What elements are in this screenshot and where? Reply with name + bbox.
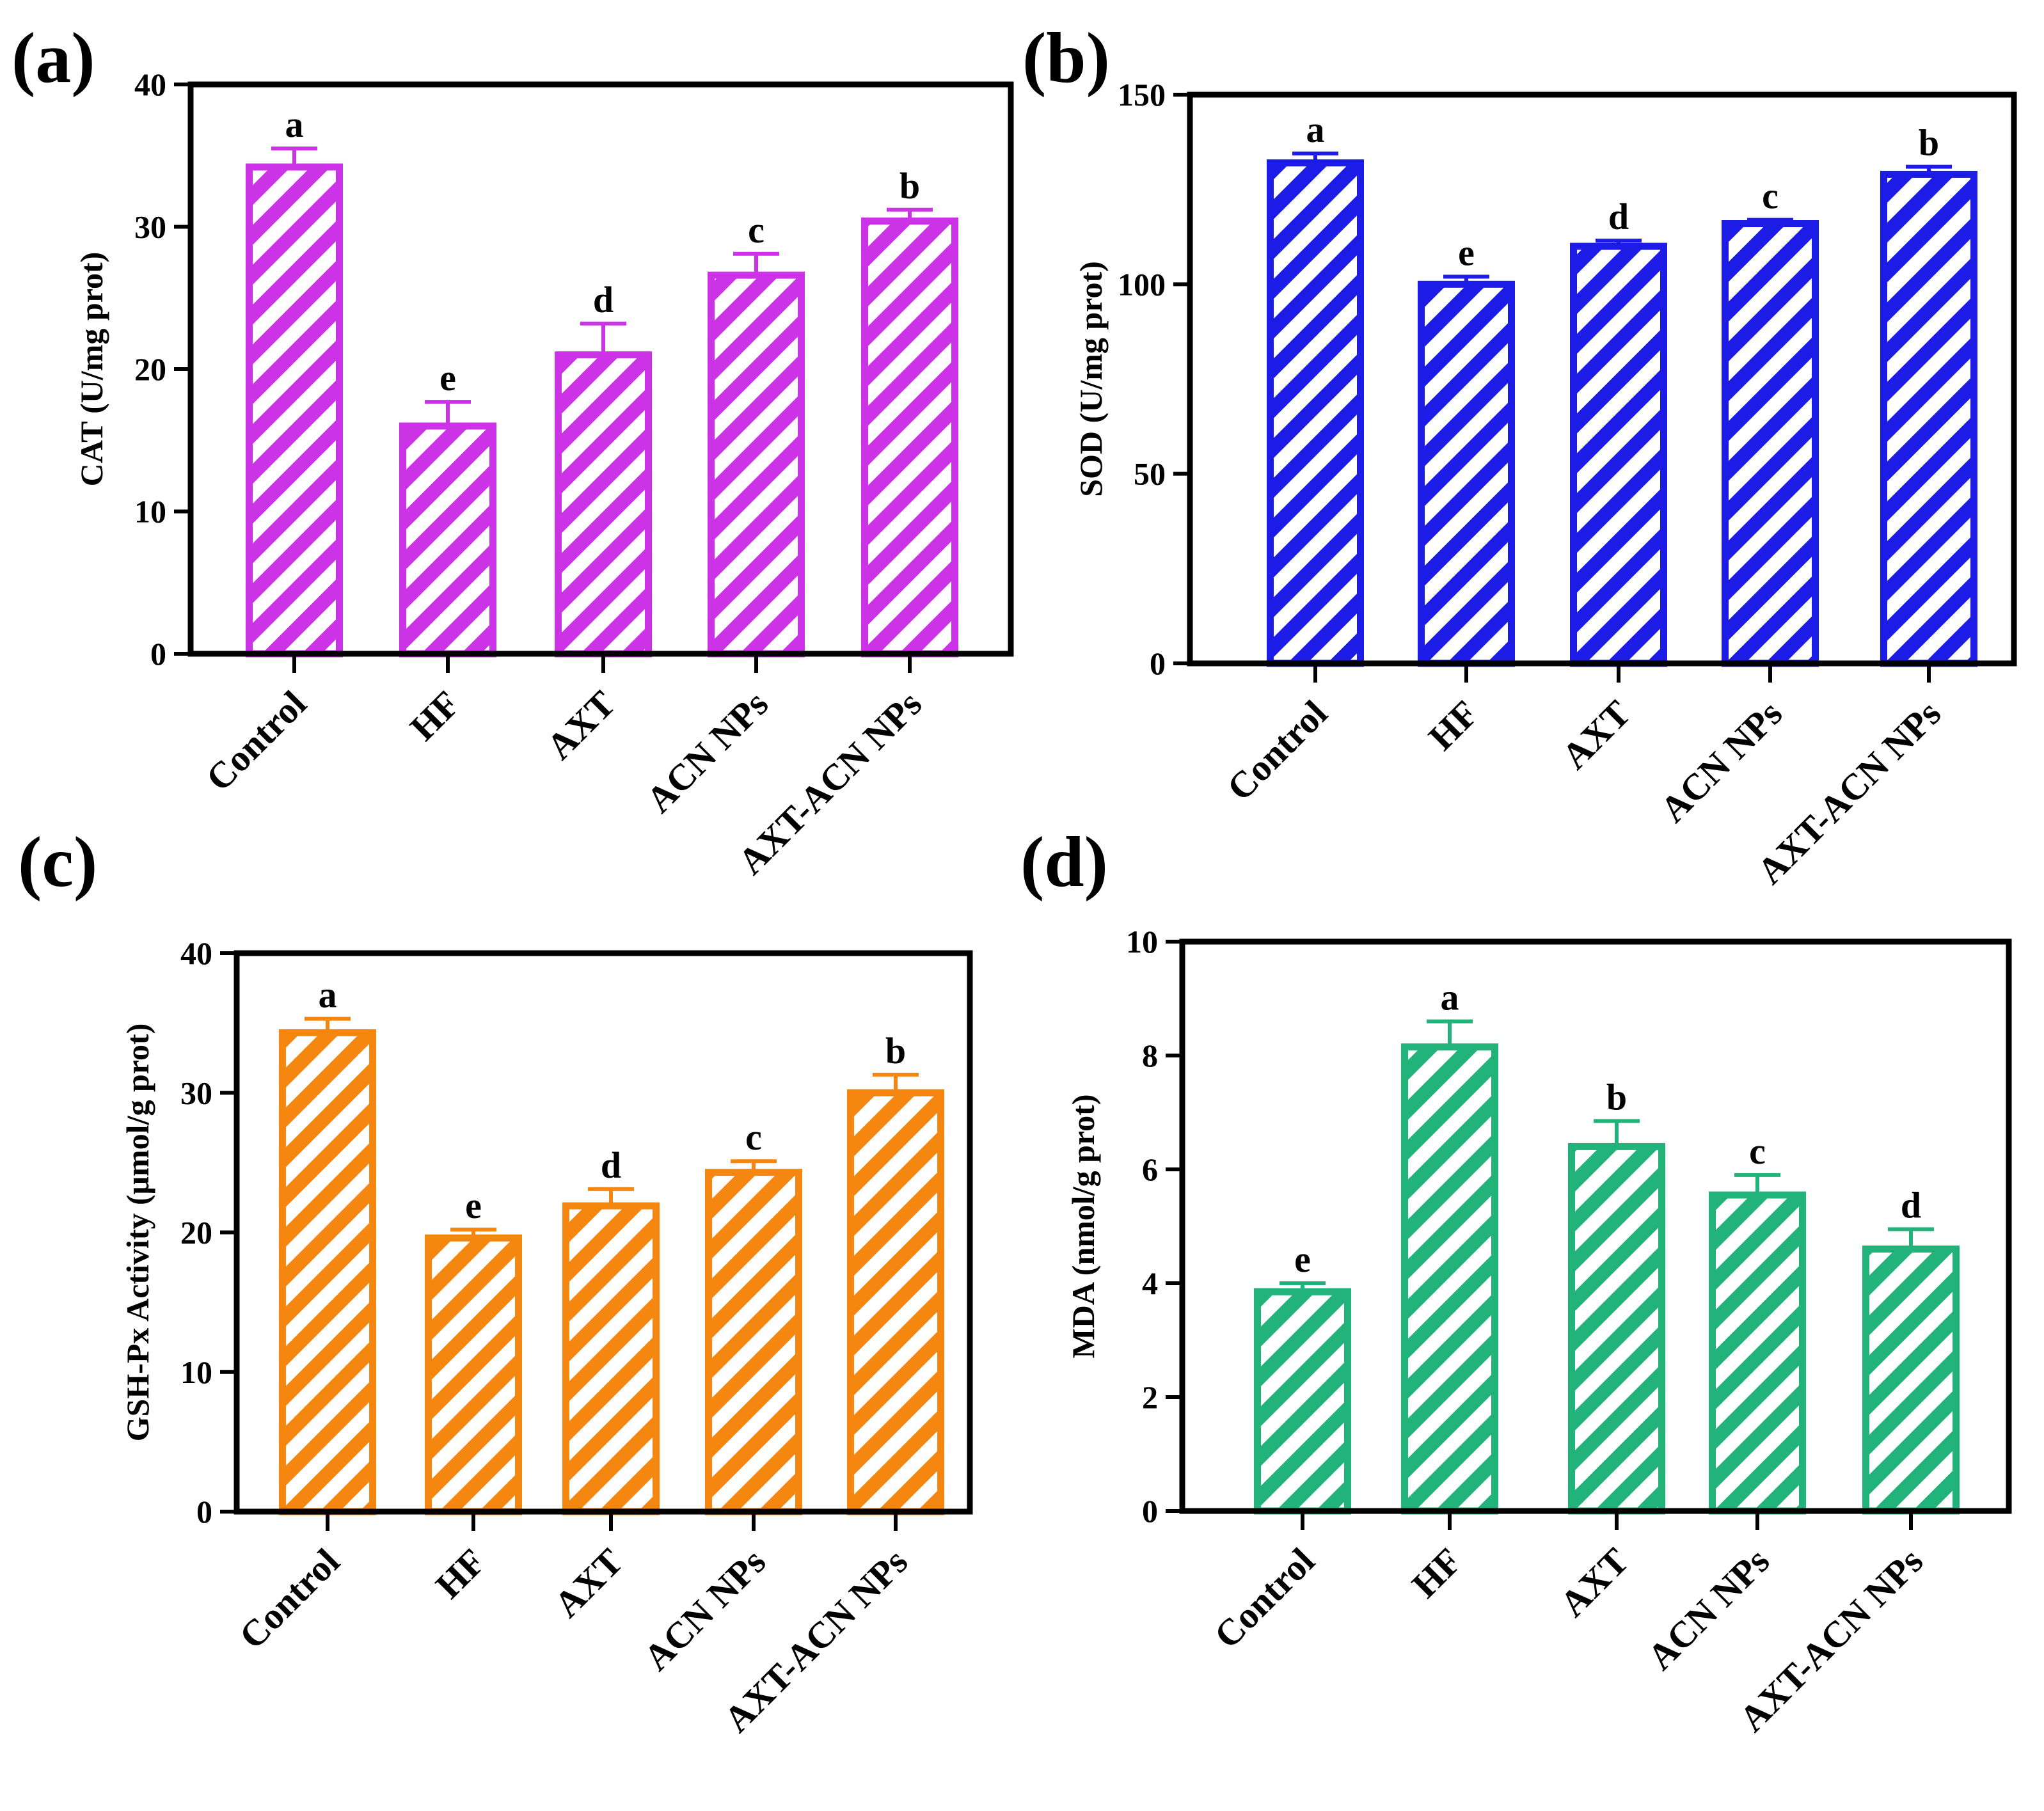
chart-panel-a: (a) CAT (U/mg prot) 0 10 20 30 40 a Control e HF d A… — [12, 19, 1014, 882]
y-axis-title: MDA (nmol/g prot) — [1065, 1095, 1101, 1359]
x-tick-label: AXT — [546, 1540, 631, 1625]
chart-panel-b: (b) SOD (U/mg prot) 0 50 100 150 a Control e HF d A… — [1022, 19, 2017, 892]
bar — [1254, 1288, 1351, 1515]
x-tick-label: HF — [427, 1540, 493, 1606]
significance-label: d — [593, 279, 614, 320]
chart-panel-c: (c) GSH-Px Activity (μmol/g prot) 0 10 20 30 4… — [18, 823, 973, 1740]
bar — [399, 422, 496, 658]
y-tick-label: 20 — [134, 351, 166, 387]
y-tick-label: 150 — [1118, 77, 1166, 113]
significance-label: b — [1606, 1076, 1627, 1118]
bar — [1418, 280, 1515, 667]
panel-label: (b) — [1022, 19, 1110, 98]
x-tick-label: ACN NPs — [635, 1540, 773, 1679]
y-tick-label: 6 — [1142, 1151, 1158, 1187]
significance-label: c — [745, 1116, 762, 1158]
plot-frame — [187, 81, 1014, 657]
significance-label: c — [1762, 175, 1779, 217]
x-tick-label: HF — [402, 683, 468, 748]
bar — [1862, 1246, 1960, 1515]
panel-label: (a) — [12, 19, 95, 98]
significance-label: d — [1901, 1184, 1921, 1226]
bar — [1722, 220, 1819, 667]
bar — [425, 1234, 522, 1515]
x-tick-label: AXT — [1552, 1540, 1637, 1625]
significance-label: c — [1749, 1130, 1766, 1172]
bar — [555, 351, 652, 658]
y-tick-label: 2 — [1142, 1379, 1158, 1415]
y-axis-title: GSH-Px Activity (μmol/g prot) — [120, 1024, 155, 1442]
bar — [861, 217, 958, 658]
bar — [246, 163, 343, 658]
y-tick-label: 4 — [1142, 1265, 1158, 1301]
x-tick-label: HF — [1420, 692, 1486, 758]
x-tick-label: AXT — [1554, 692, 1639, 777]
significance-label: d — [601, 1144, 621, 1186]
x-tick-label: Control — [198, 683, 314, 799]
x-tick-label: Control — [1219, 692, 1335, 809]
plot-frame — [234, 950, 973, 1515]
y-axis-title: CAT (U/mg prot) — [74, 252, 109, 487]
x-tick-label: ACN NPs — [1652, 692, 1790, 830]
significance-label: a — [1441, 977, 1459, 1018]
x-tick-label: HF — [1404, 1540, 1470, 1606]
y-tick-label: 40 — [180, 935, 212, 971]
significance-label: e — [465, 1185, 482, 1226]
y-tick-label: 0 — [150, 636, 166, 672]
y-tick-label: 0 — [1150, 645, 1166, 681]
bar — [708, 271, 805, 658]
panel-label: (c) — [18, 823, 97, 902]
significance-label: b — [899, 165, 920, 207]
plot-frame — [1187, 91, 2017, 667]
bar — [847, 1089, 944, 1515]
significance-label: e — [1458, 232, 1475, 273]
significance-label: b — [1919, 122, 1939, 164]
bar — [705, 1169, 802, 1515]
significance-label: a — [1306, 109, 1325, 150]
y-tick-label: 10 — [1126, 924, 1158, 960]
bar — [1267, 159, 1364, 667]
significance-label: b — [885, 1030, 906, 1072]
bar — [1880, 170, 1977, 667]
bar — [1568, 1143, 1665, 1515]
significance-label: e — [440, 357, 456, 399]
bar — [1709, 1191, 1806, 1515]
bar — [1570, 242, 1667, 667]
y-tick-label: 0 — [196, 1494, 212, 1530]
y-tick-label: 40 — [134, 67, 166, 102]
y-tick-label: 0 — [1142, 1493, 1158, 1529]
y-tick-label: 50 — [1134, 456, 1166, 492]
x-tick-label: ACN NPs — [1639, 1540, 1777, 1678]
y-tick-label: 100 — [1118, 266, 1166, 302]
bar — [562, 1202, 660, 1515]
y-tick-label: 20 — [180, 1215, 212, 1251]
chart-panel-d: (d) MDA (nmol/g prot) 0 2 4 6 8 10 e Control a HF b A… — [1020, 823, 2012, 1739]
y-tick-label: 10 — [134, 494, 166, 530]
y-tick-label: 30 — [134, 209, 166, 245]
bar — [1401, 1043, 1498, 1515]
significance-label: a — [285, 104, 304, 145]
x-tick-label: ACN NPs — [638, 683, 776, 821]
significance-label: a — [319, 974, 337, 1016]
x-tick-label: Control — [1206, 1540, 1322, 1656]
significance-label: e — [1294, 1238, 1311, 1280]
significance-label: d — [1608, 196, 1629, 237]
bar — [279, 1029, 376, 1515]
y-tick-label: 10 — [180, 1354, 212, 1390]
plot-frame — [1179, 938, 2012, 1514]
x-tick-label: AXT — [539, 683, 624, 768]
significance-label: c — [748, 209, 765, 251]
y-tick-label: 8 — [1142, 1038, 1158, 1073]
x-tick-label: Control — [231, 1540, 347, 1657]
y-tick-label: 30 — [180, 1075, 212, 1111]
panel-label: (d) — [1020, 823, 1108, 902]
y-axis-title: SOD (U/mg prot) — [1073, 261, 1109, 497]
